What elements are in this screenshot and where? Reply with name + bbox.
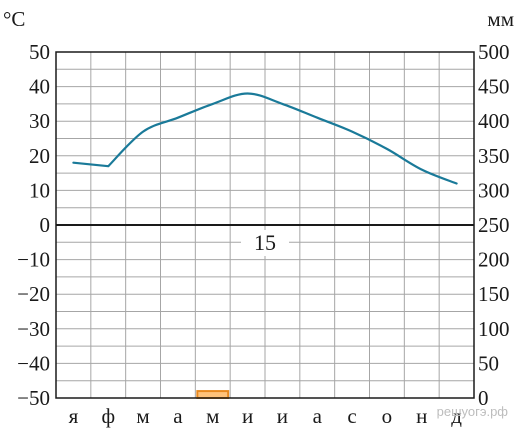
month-label: и [242,404,253,428]
month-label: я [69,404,79,428]
right-axis-tick: 0 [478,386,489,410]
right-axis-tick: 450 [478,75,510,99]
month-label: о [382,404,393,428]
plot-frame [55,51,475,399]
left-axis-tick: −40 [17,351,50,375]
left-axis-tick: 40 [29,75,50,99]
right-axis-tick: 100 [478,317,510,341]
month-label: а [313,404,323,428]
month-label: н [416,404,427,428]
right-axis-tick: 200 [478,248,510,272]
month-label: и [277,404,288,428]
month-label: м [136,404,149,428]
right-axis-tick: 350 [478,144,510,168]
left-axis: 50 40 30 20 10 0 −10 −20 −30 −40 −50 [17,40,50,410]
left-axis-tick: −50 [17,386,50,410]
right-axis-tick: 250 [478,213,510,237]
left-axis-tick: −10 [17,248,50,272]
left-axis-tick: 30 [29,109,50,133]
left-axis-tick: 0 [40,213,51,237]
right-axis-unit: мм [487,7,514,31]
temperature-line [72,92,458,185]
watermark: решуогэ.рф [437,404,509,419]
left-axis-tick: −20 [17,282,50,306]
right-axis-tick: 300 [478,178,510,202]
month-label: м [206,404,219,428]
precipitation-bars [196,390,230,399]
month-label: ф [101,404,115,428]
left-axis-tick: 20 [29,144,50,168]
month-label: а [173,404,183,428]
left-axis-tick: 10 [29,178,50,202]
left-axis-tick: 50 [29,40,50,64]
month-label: д [451,404,462,428]
precipitation-bar [196,390,230,399]
right-axis-tick: 400 [478,109,510,133]
right-axis-tick: 500 [478,40,510,64]
left-axis-unit: °C [3,7,25,31]
right-axis-tick: 50 [478,351,499,375]
annotation-label: 15 [254,230,276,255]
left-axis-tick: −30 [17,317,50,341]
right-axis-tick: 150 [478,282,510,306]
annotation-background [241,230,289,256]
month-label: с [347,404,356,428]
